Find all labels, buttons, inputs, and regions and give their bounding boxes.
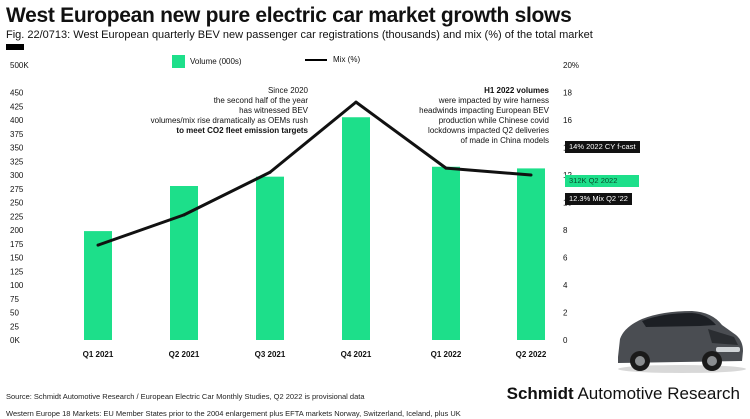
right-tick-label: 6 [563, 254, 568, 263]
left-tick-label: 500K [10, 61, 29, 70]
market-note: Western Europe 18 Markets: EU Member Sta… [6, 409, 461, 418]
left-tick-label: 325 [10, 157, 24, 166]
annot-left-line: to meet CO2 fleet emission targets [176, 126, 308, 135]
annot-right-line: lockdowns impacted Q2 deliveries [428, 126, 549, 135]
right-tick-label: 18 [563, 89, 572, 98]
annot-left-line: Since 2020 [267, 86, 308, 95]
volume-bar [256, 176, 284, 340]
legend-volume-label: Volume (000s) [190, 57, 242, 66]
mix-point [182, 213, 186, 217]
left-tick-label: 450 [10, 89, 24, 98]
left-tick-label: 150 [10, 254, 24, 263]
mix-point [268, 170, 272, 174]
mix-line-group [96, 100, 533, 247]
left-tick-label: 175 [10, 240, 24, 249]
left-tick-label: 200 [10, 226, 24, 235]
right-tick-label: 4 [563, 281, 568, 290]
annot-left-line: the second half of the year [213, 96, 308, 105]
left-tick-label: 300 [10, 171, 24, 180]
left-tick-label: 0K [10, 336, 20, 345]
mix-point [444, 166, 448, 170]
annot-right-line: of made in China models [460, 136, 550, 145]
left-tick-label: 50 [10, 309, 19, 318]
tag-mix: 12.3% Mix Q2 '22 [565, 193, 632, 205]
right-tick-label: 0 [563, 336, 568, 345]
right-tick-label: 20% [563, 61, 579, 70]
x-tick-label: Q4 2021 [341, 350, 372, 359]
tag-forecast: 14% 2022 CY f-cast [565, 141, 640, 153]
annot-right-line: headwinds impacting European BEV [419, 106, 549, 115]
chart-subtitle: Fig. 22/0713: West European quarterly BE… [6, 29, 593, 41]
left-tick-label: 125 [10, 267, 24, 276]
legend-volume-swatch [172, 55, 185, 68]
mix-point [96, 243, 100, 247]
volume-bars [84, 117, 545, 340]
volume-bar [517, 168, 545, 340]
left-tick-label: 275 [10, 185, 24, 194]
brand-bar [6, 44, 24, 50]
annot-right-line: H1 2022 volumes [484, 86, 549, 95]
left-tick-label: 350 [10, 144, 24, 153]
x-tick-label: Q2 2022 [516, 350, 547, 359]
mix-point [354, 100, 358, 104]
annotation-right: H1 2022 volumes were impacted by wire har… [372, 86, 549, 146]
volume-bar [84, 231, 112, 340]
left-tick-label: 75 [10, 295, 19, 304]
left-axis-ticks: 0K 25 50 75 100 125 150 175 200 225 250 275 300 325 35… [10, 61, 29, 345]
annot-left-line: has witnessed BEV [239, 106, 308, 115]
left-tick-label: 400 [10, 116, 24, 125]
tag-volume: 312K Q2 2022 [565, 175, 639, 187]
x-tick-label: Q3 2021 [255, 350, 286, 359]
x-tick-label: Q1 2022 [431, 350, 462, 359]
brand-logo-text: Schmidt Automotive Research [506, 384, 740, 403]
left-tick-label: 225 [10, 212, 24, 221]
volume-bar [342, 117, 370, 340]
left-tick-label: 100 [10, 281, 24, 290]
right-tick-label: 16 [563, 116, 572, 125]
mix-point [529, 173, 533, 177]
legend-mix: Mix (%) [305, 55, 360, 64]
car-image [618, 311, 746, 373]
legend-volume: Volume (000s) [172, 55, 242, 68]
source-note: Source: Schmidt Automotive Research / Eu… [6, 392, 365, 401]
left-tick-label: 25 [10, 322, 19, 331]
x-tick-label: Q1 2021 [83, 350, 114, 359]
right-tick-label: 8 [563, 226, 568, 235]
chart-title: West European new pure electric car mark… [6, 4, 572, 27]
legend-mix-label: Mix (%) [333, 55, 361, 64]
mix-line [97, 100, 532, 247]
left-tick-label: 250 [10, 199, 24, 208]
legend-mix-line [305, 58, 327, 61]
left-tick-label: 425 [10, 102, 24, 111]
annot-left-line: volumes/mix rise dramatically as OEMs ru… [150, 116, 308, 125]
annot-right-line: production while Chinese covid [438, 116, 549, 125]
annotation-left: Since 2020 the second half of the year has… [130, 86, 308, 136]
x-tick-label: Q2 2021 [169, 350, 200, 359]
right-tick-label: 2 [563, 309, 568, 318]
annot-right-line: were impacted by wire harness [438, 96, 549, 105]
x-axis-labels: Q1 2021 Q2 2021 Q3 2021 Q4 2021 Q1 2022 Q2 20… [83, 350, 547, 359]
left-tick-label: 375 [10, 130, 24, 139]
volume-bar [432, 166, 460, 340]
